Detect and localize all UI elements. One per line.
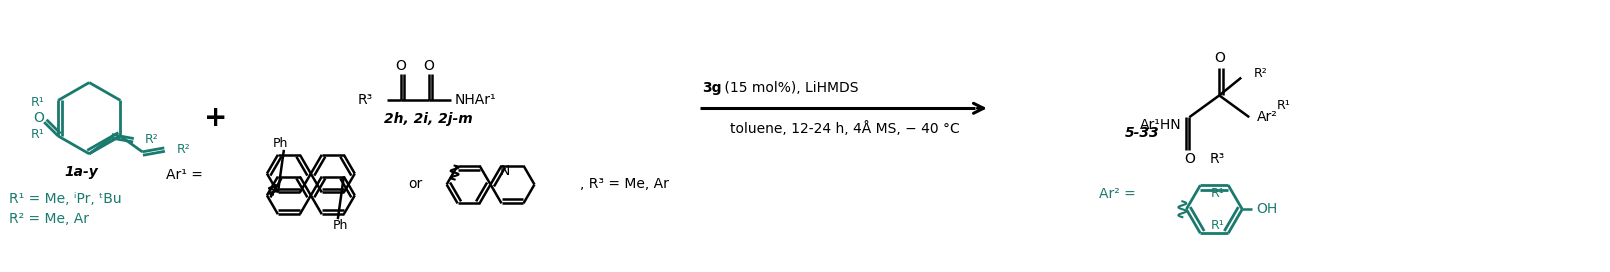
Text: 1a-y: 1a-y — [64, 165, 98, 179]
Text: Ar²: Ar² — [1257, 110, 1278, 124]
Text: R¹: R¹ — [31, 96, 43, 109]
Text: O: O — [423, 59, 435, 73]
Text: 5-33: 5-33 — [1124, 126, 1159, 140]
Text: Ar¹ =: Ar¹ = — [166, 168, 203, 182]
Text: R¹: R¹ — [31, 128, 43, 141]
Text: 3g: 3g — [702, 82, 721, 95]
Text: Ph: Ph — [274, 137, 288, 150]
Text: R³: R³ — [1209, 152, 1225, 166]
Text: R¹: R¹ — [1277, 99, 1291, 112]
Text: N: N — [499, 163, 510, 178]
Text: R²: R² — [145, 134, 159, 146]
Text: NHAr¹: NHAr¹ — [454, 93, 496, 107]
Text: (15 mol%), LiHMDS: (15 mol%), LiHMDS — [720, 82, 858, 95]
Text: Ar¹HN: Ar¹HN — [1140, 118, 1182, 132]
Text: R³: R³ — [357, 93, 374, 107]
Text: or: or — [409, 178, 423, 191]
Text: O: O — [396, 59, 406, 73]
Text: , R³ = Me, Ar: , R³ = Me, Ar — [580, 178, 670, 191]
Text: Ph: Ph — [333, 219, 348, 231]
Text: R²: R² — [175, 143, 190, 156]
Text: 2h, 2i, 2j-m: 2h, 2i, 2j-m — [385, 112, 473, 126]
Text: O: O — [1214, 51, 1225, 65]
Text: R²: R² — [1254, 67, 1269, 80]
Text: Ar² =: Ar² = — [1100, 187, 1137, 201]
Text: O: O — [1183, 152, 1195, 166]
Text: +: + — [204, 104, 227, 132]
Text: R¹: R¹ — [1211, 187, 1224, 200]
Text: R¹: R¹ — [1211, 219, 1224, 232]
Text: toluene, 12-24 h, 4Å MS, − 40 °C: toluene, 12-24 h, 4Å MS, − 40 °C — [729, 120, 960, 135]
Text: O: O — [34, 111, 45, 125]
Text: R² = Me, Ar: R² = Me, Ar — [10, 212, 90, 226]
Text: R¹ = Me, ⁱPr, ᵗBu: R¹ = Me, ⁱPr, ᵗBu — [10, 192, 122, 206]
Text: OH: OH — [1256, 202, 1277, 216]
